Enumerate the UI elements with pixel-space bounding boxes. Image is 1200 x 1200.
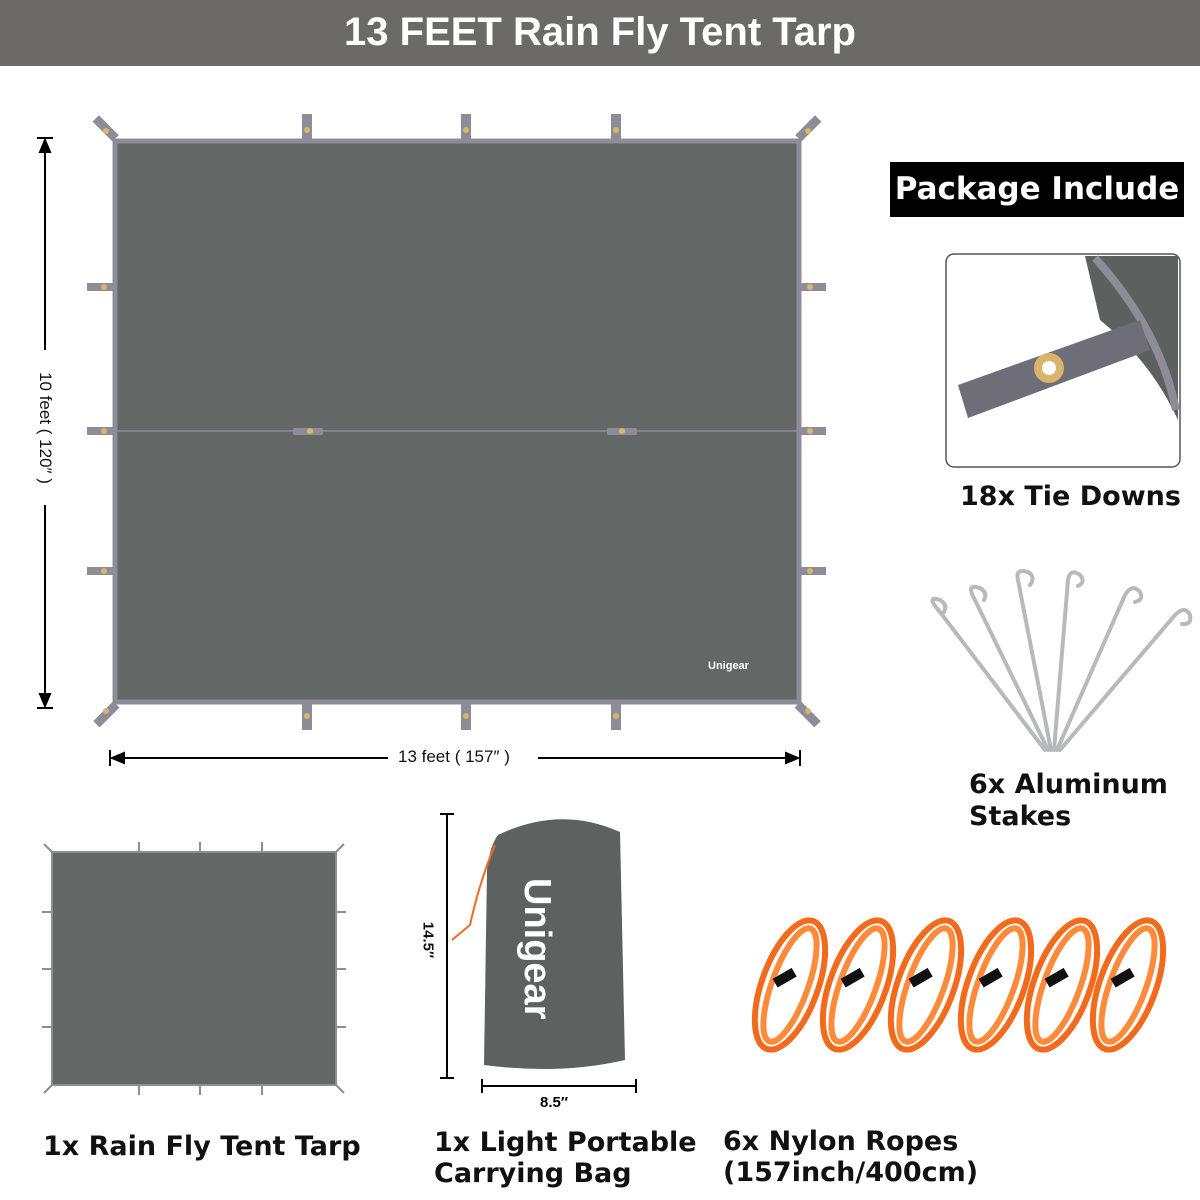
stakes-image [930, 569, 1193, 752]
package-include-heading: Package Include [890, 162, 1184, 217]
bag-caption-line2: Carrying Bag [434, 1158, 632, 1189]
width-dimension-label: 13 feet ( 157″ ) [392, 747, 516, 767]
ropes-caption: 6x Nylon Ropes (157inch/400cm) [723, 1126, 979, 1188]
bag-width-label: 8.5″ [540, 1094, 569, 1111]
bag-logo: Unigear [516, 878, 558, 1020]
tie-downs-caption: 18x Tie Downs [960, 481, 1181, 512]
height-dimension-label: 10 feet ( 120″ ) [35, 366, 55, 490]
tarp-caption: 1x Rain Fly Tent Tarp [43, 1131, 361, 1162]
carrying-bag-image: Unigear [440, 813, 637, 1093]
tarp-logo: Unigear [708, 660, 749, 672]
small-tarp-image [42, 842, 346, 1095]
ropes-image [751, 917, 1167, 1053]
main-tarp-image [87, 114, 826, 730]
dimension-arrows [37, 137, 801, 766]
stakes-caption-line1: 6x Aluminum [969, 769, 1168, 800]
tie-down-image [945, 253, 1181, 468]
bag-height-label: 14.5″ [419, 921, 437, 959]
bag-caption-line1: 1x Light Portable [434, 1127, 697, 1158]
page-title: 13 FEET Rain Fly Tent Tarp [0, 0, 1200, 66]
stakes-caption-line2: Stakes [969, 801, 1072, 832]
